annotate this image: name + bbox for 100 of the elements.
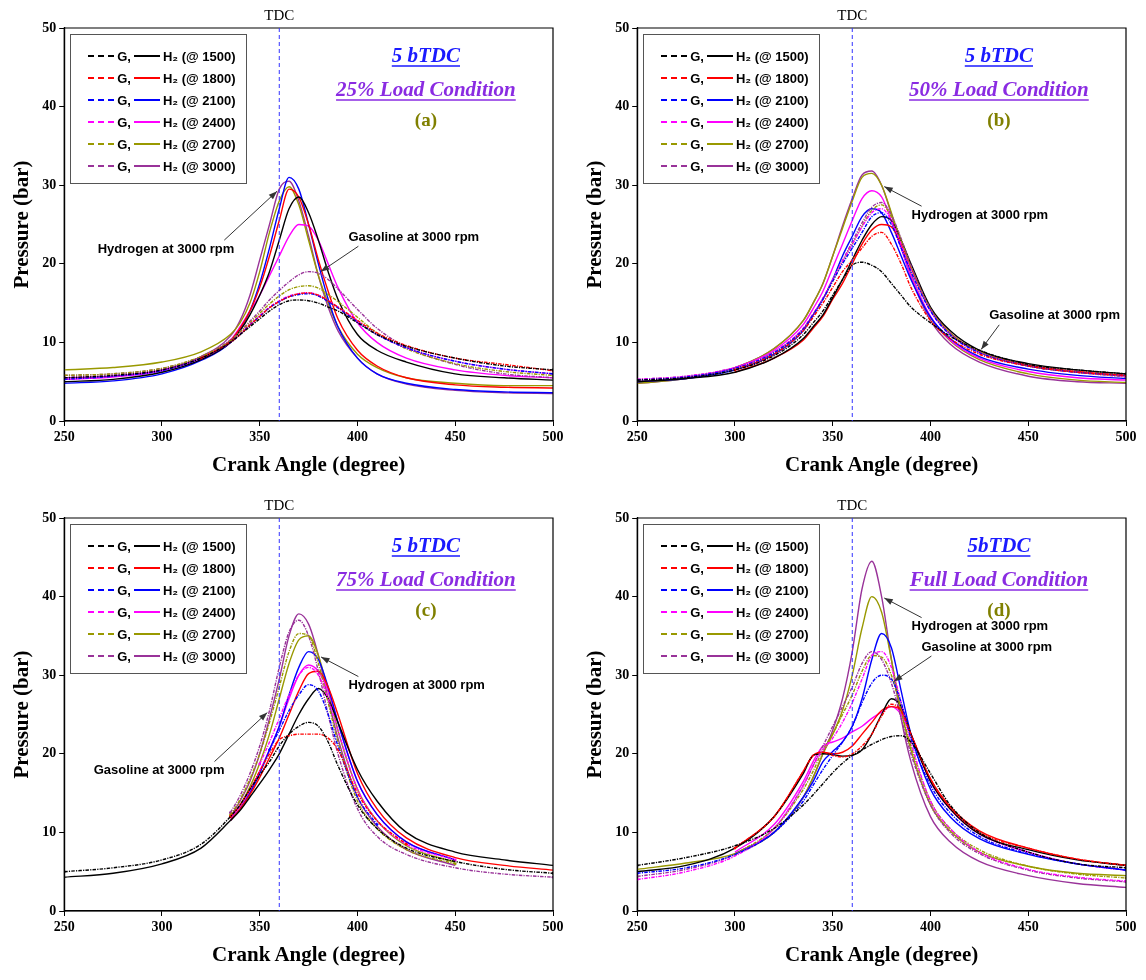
x-tick-label: 450 xyxy=(1017,919,1039,935)
x-tick-label: 400 xyxy=(919,429,941,445)
text: 5 bTDC xyxy=(964,43,1035,67)
x-tick-label: 400 xyxy=(346,429,368,445)
legend-label: H₂ (@ 2100) xyxy=(162,92,236,108)
legend-label: G, xyxy=(117,648,131,664)
x-tick-label: 350 xyxy=(249,919,271,935)
x-tick-label: 300 xyxy=(151,919,173,935)
x-tick-label: 500 xyxy=(542,919,564,935)
x-axis-title: Crank Angle (degree) xyxy=(211,941,406,966)
legend-label: G, xyxy=(117,604,131,620)
legend-label: G, xyxy=(690,48,704,64)
y-tick-label: 0 xyxy=(49,902,57,918)
x-tick-label: 450 xyxy=(444,429,466,445)
legend-label: H₂ (@ 2400) xyxy=(162,604,236,620)
text: 25% Load Condition xyxy=(335,77,516,101)
y-tick-label: 40 xyxy=(615,588,630,604)
x-axis-title: Crank Angle (degree) xyxy=(784,941,979,966)
legend-label: G, xyxy=(690,136,704,152)
legend-label: H₂ (@ 2400) xyxy=(735,114,809,130)
x-tick-label: 400 xyxy=(919,919,941,935)
legend-label: G, xyxy=(117,114,131,130)
x-tick-label: 250 xyxy=(626,429,648,445)
text: Full Load Condition xyxy=(908,567,1089,591)
x-tick-label: 450 xyxy=(444,919,466,935)
legend-label: H₂ (@ 2700) xyxy=(735,136,809,152)
y-tick-label: 20 xyxy=(615,255,630,271)
legend-label: H₂ (@ 2700) xyxy=(735,626,809,642)
legend-label: H₂ (@ 3000) xyxy=(735,158,809,174)
legend-label: G, xyxy=(690,70,704,86)
x-tick-label: 450 xyxy=(1017,429,1039,445)
y-tick-label: 10 xyxy=(42,824,57,840)
y-tick-label: 10 xyxy=(42,334,57,350)
y-axis-title: Pressure (bar) xyxy=(582,650,607,779)
annotation: Hydrogen at 3000 rpm xyxy=(348,677,485,693)
legend-label: G, xyxy=(117,560,131,576)
y-tick-label: 50 xyxy=(615,19,630,35)
y-tick-label: 30 xyxy=(615,666,630,682)
legend-label: G, xyxy=(117,70,131,86)
annotation: (b) xyxy=(987,109,1011,131)
y-tick-label: 20 xyxy=(42,745,57,761)
legend-label: G, xyxy=(117,48,131,64)
legend-label: G, xyxy=(690,626,704,642)
text: 5bTDC xyxy=(967,533,1032,557)
legend-label: G, xyxy=(690,538,704,554)
y-tick-label: 40 xyxy=(42,98,57,114)
legend-label: G, xyxy=(690,604,704,620)
legend-label: H₂ (@ 1500) xyxy=(162,48,236,64)
legend-label: G, xyxy=(690,648,704,664)
legend-label: G, xyxy=(117,538,131,554)
legend-label: G, xyxy=(117,158,131,174)
legend-label: H₂ (@ 2700) xyxy=(162,136,236,152)
x-tick-label: 300 xyxy=(151,429,173,445)
y-tick-label: 10 xyxy=(615,334,630,350)
x-axis-title: Crank Angle (degree) xyxy=(784,451,979,476)
annotation: Hydrogen at 3000 rpm xyxy=(97,240,235,256)
legend-label: G, xyxy=(117,92,131,108)
legend-label: G, xyxy=(117,136,131,152)
legend-label: H₂ (@ 1800) xyxy=(162,70,236,86)
x-tick-label: 250 xyxy=(53,429,75,445)
y-tick-label: 30 xyxy=(615,176,630,192)
legend-label: H₂ (@ 2100) xyxy=(735,92,809,108)
y-axis-title: Pressure (bar) xyxy=(9,650,34,779)
x-tick-label: 400 xyxy=(346,919,368,935)
legend-label: G, xyxy=(117,626,131,642)
legend-label: H₂ (@ 1500) xyxy=(162,538,236,554)
x-tick-label: 300 xyxy=(724,429,746,445)
text: 5 bTDC xyxy=(391,533,462,557)
y-tick-label: 0 xyxy=(49,412,57,428)
y-tick-label: 50 xyxy=(42,509,57,525)
annotation: (a) xyxy=(414,109,437,131)
annotation: Gasoline at 3000 rpm xyxy=(921,638,1053,654)
y-tick-label: 20 xyxy=(42,255,57,271)
annotation: Gasoline at 3000 rpm xyxy=(93,762,225,778)
legend-label: H₂ (@ 3000) xyxy=(162,648,236,664)
legend-label: H₂ (@ 1800) xyxy=(162,560,236,576)
legend-label: H₂ (@ 2100) xyxy=(735,582,809,598)
x-tick-label: 250 xyxy=(626,919,648,935)
text: 75% Load Condition xyxy=(336,567,516,591)
ref-line-label: TDC xyxy=(264,497,295,514)
legend-label: H₂ (@ 1800) xyxy=(735,560,809,576)
annotation: Gasoline at 3000 rpm xyxy=(348,228,480,244)
annotation: (d) xyxy=(987,599,1011,621)
y-tick-label: 10 xyxy=(615,824,630,840)
ref-line-label: TDC xyxy=(837,497,868,514)
legend-label: G, xyxy=(690,92,704,108)
legend-label: H₂ (@ 2100) xyxy=(162,582,236,598)
y-tick-label: 30 xyxy=(42,666,57,682)
legend-label: H₂ (@ 2400) xyxy=(735,604,809,620)
legend-label: H₂ (@ 3000) xyxy=(735,648,809,664)
y-tick-label: 40 xyxy=(615,98,630,114)
x-tick-label: 350 xyxy=(822,429,844,445)
legend-label: H₂ (@ 2400) xyxy=(162,114,236,130)
x-tick-label: 500 xyxy=(1115,919,1137,935)
line-series xyxy=(229,670,553,871)
y-tick-label: 20 xyxy=(615,745,630,761)
annotation: (c) xyxy=(415,599,437,621)
legend-label: G, xyxy=(117,582,131,598)
ref-line-label: TDC xyxy=(264,7,295,24)
x-tick-label: 250 xyxy=(53,919,75,935)
